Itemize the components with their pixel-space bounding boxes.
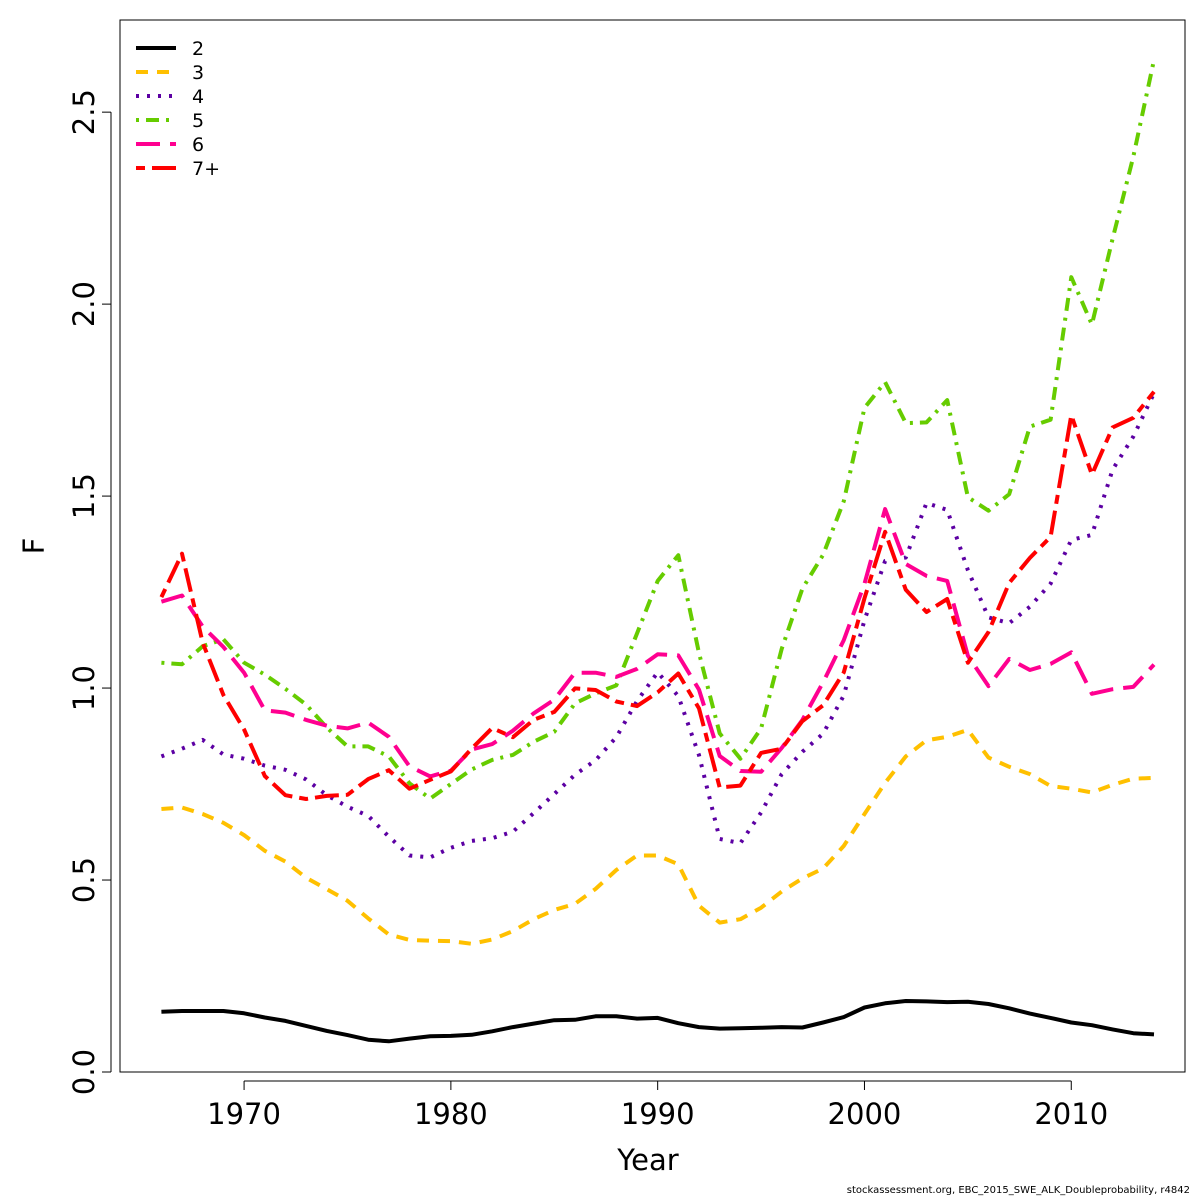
x-tick-label: 2000 — [828, 1097, 902, 1131]
footer-note: stockassessment.org, EBC_2015_SWE_ALK_Do… — [846, 1185, 1190, 1196]
x-tick-label: 1990 — [621, 1097, 695, 1131]
series-line-6 — [160, 507, 1156, 779]
series-line-5 — [161, 59, 1156, 801]
legend-label: 3 — [192, 62, 204, 84]
x-tick-label: 1980 — [414, 1097, 488, 1131]
plot-frame — [119, 19, 1186, 1073]
legend-label: 5 — [192, 110, 204, 132]
y-tick-label: 1.0 — [67, 665, 101, 711]
legend-label: 6 — [192, 134, 204, 156]
y-tick-label: 2.0 — [67, 281, 101, 327]
series-line-7plus — [159, 390, 1156, 801]
y-tick-label: 1.5 — [67, 473, 101, 519]
y-axis: 0.0 0.5 1.0 1.5 2.0 2.5 — [67, 89, 112, 1095]
y-axis-label: F — [17, 538, 51, 555]
series-layer — [159, 59, 1156, 1044]
x-axis-label: Year — [616, 1143, 678, 1177]
legend-label: 7+ — [192, 158, 220, 180]
legend-label: 2 — [192, 38, 204, 60]
y-tick-label: 0.5 — [67, 857, 101, 903]
x-tick-label: 1970 — [207, 1097, 281, 1131]
series-line-4 — [160, 392, 1156, 860]
x-axis: 1970 1980 1990 2000 2010 — [207, 1080, 1108, 1131]
x-tick-label: 2010 — [1034, 1097, 1108, 1131]
series-line-3 — [161, 727, 1155, 946]
y-tick-label: 2.5 — [67, 89, 101, 135]
legend-label: 4 — [192, 86, 204, 108]
y-tick-label: 0.0 — [67, 1049, 101, 1095]
series-line-2 — [161, 999, 1155, 1044]
